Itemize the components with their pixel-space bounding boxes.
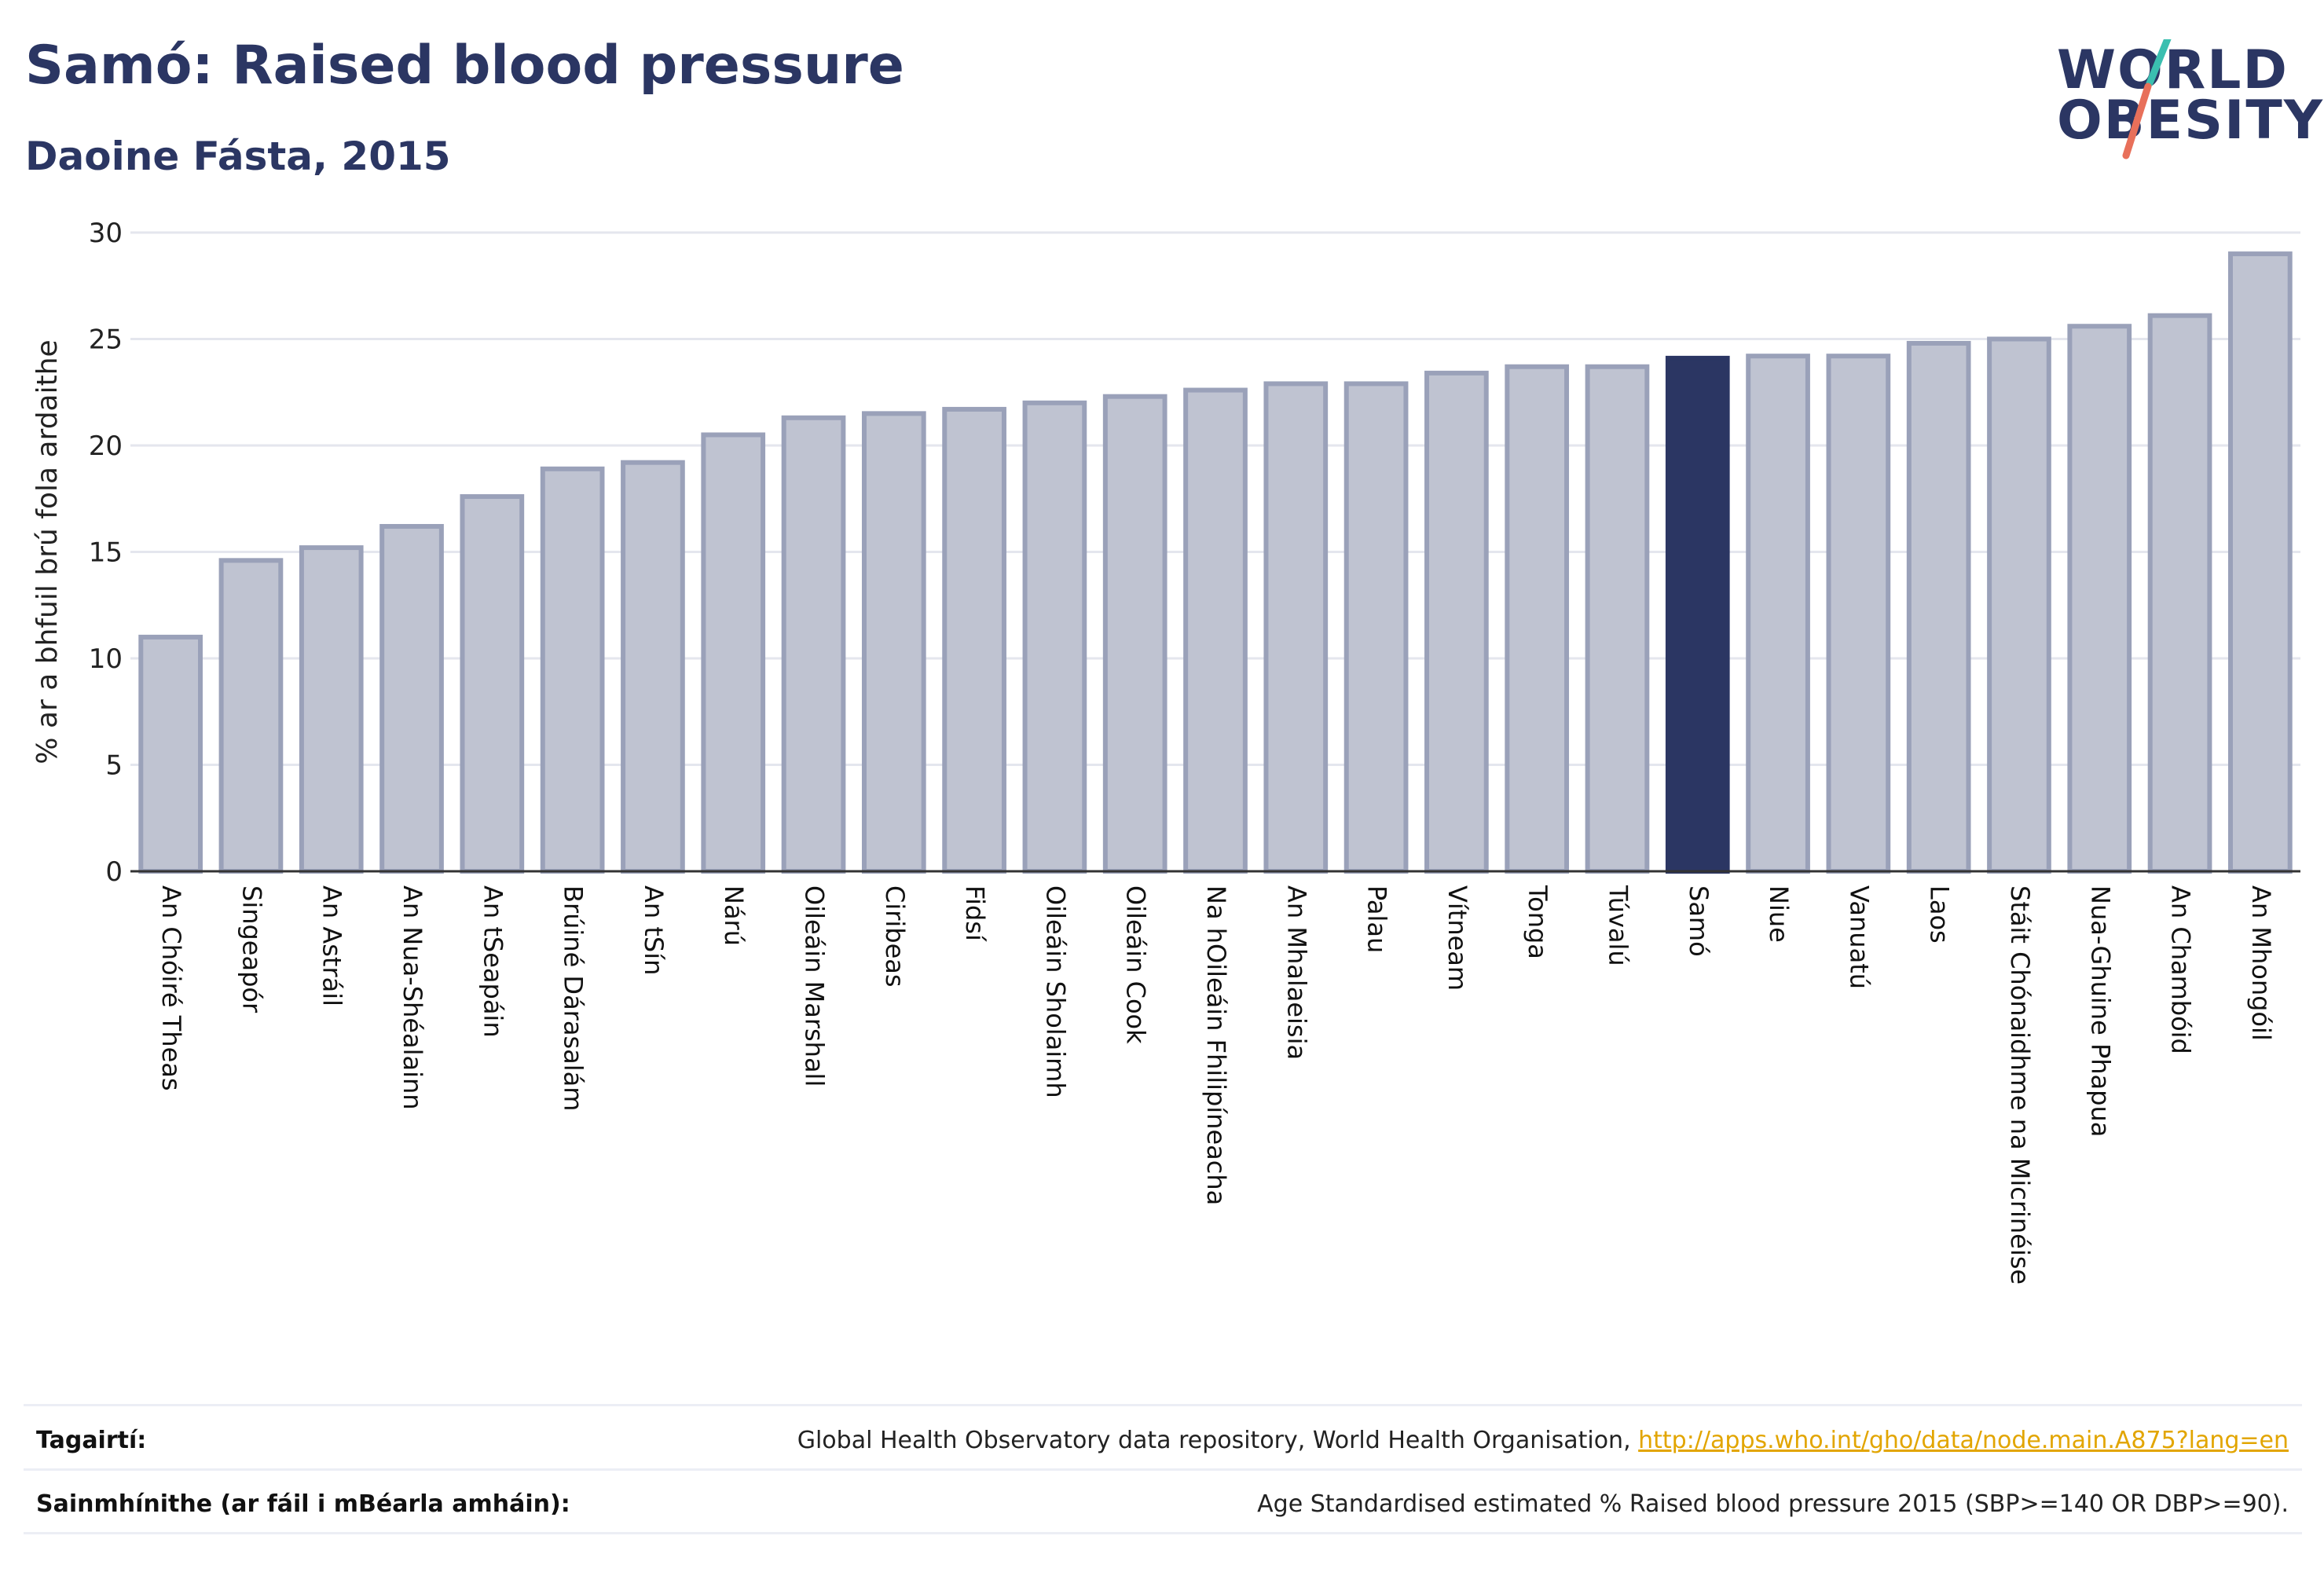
x-tick-label: Oileáin Sholaimh (1040, 885, 1070, 1098)
bar (2067, 324, 2132, 874)
logo-line-2: OBESITY (2057, 90, 2324, 152)
world-obesity-logo: WORLD OBESITY (2051, 39, 2322, 165)
x-tick-label: Tonga (1523, 885, 1552, 959)
bar (218, 558, 284, 874)
bar (942, 406, 1006, 874)
footer-divider (24, 1404, 2302, 1406)
bar (1505, 364, 1570, 874)
x-tick-label: Ciribeas (880, 885, 910, 988)
x-tick-label: An Mhalaeisia (1281, 885, 1311, 1060)
bar (1826, 354, 1891, 874)
chart-title: Samó: Raised blood pressure (25, 35, 904, 97)
bar (138, 634, 203, 874)
footer-divider (24, 1468, 2302, 1471)
footer-divider (24, 1532, 2302, 1534)
bar (1987, 336, 2051, 874)
x-tick-label: Laos (1925, 885, 1955, 944)
logo-slash-icon (2122, 39, 2172, 159)
bar (1906, 340, 1971, 874)
x-tick-label: Brúiné Dárasalám (559, 885, 588, 1111)
x-tick-label: Samó (1684, 885, 1714, 957)
x-tick-label: An Mhongóil (2246, 885, 2276, 1041)
y-tick-label: 0 (105, 856, 123, 888)
x-tick-label: Nua-Ghuine Phapua (2085, 885, 2115, 1137)
references-link[interactable]: http://apps.who.int/gho/data/node.main.A… (1638, 1427, 2289, 1454)
chart-subtitle: Daoine Fásta, 2015 (25, 134, 451, 179)
x-tick-label: Singeapór (236, 885, 266, 1013)
definitions-text: Age Standardised estimated % Raised bloo… (1257, 1490, 2289, 1518)
x-tick-label: Niue (1764, 885, 1794, 943)
bar (2228, 251, 2293, 874)
bar (460, 494, 525, 874)
bar (379, 523, 444, 874)
x-tick-label: Nárú (719, 885, 749, 946)
y-tick-label: 5 (105, 750, 123, 782)
references-text: Global Health Observatory data repositor… (797, 1427, 1639, 1454)
y-axis-title: % ar a bhfuil brú fola ardaithe (31, 339, 64, 764)
x-tick-label: Oileáin Marshall (800, 885, 830, 1087)
bar (621, 460, 685, 874)
y-tick-label: 15 (89, 537, 123, 569)
x-tick-label: An Astráil (317, 885, 347, 1006)
bar (540, 466, 605, 874)
x-tick-label: Oileáin Cook (1121, 885, 1151, 1044)
references-label: Tagairtí: (36, 1427, 147, 1454)
bar (861, 411, 926, 874)
y-tick-label: 20 (89, 431, 123, 462)
x-tick-label: An Chambóid (2166, 885, 2196, 1054)
bar (701, 432, 766, 874)
references-value: Global Health Observatory data repositor… (797, 1427, 2289, 1454)
x-tick-label: An Nua-Shéalainn (398, 885, 427, 1110)
bar (1746, 354, 1810, 874)
bar (1343, 381, 1409, 874)
definitions-label: Sainmhínithe (ar fáil i mBéarla amháin): (36, 1490, 570, 1518)
y-tick-label: 25 (89, 324, 123, 356)
bar (1102, 394, 1167, 874)
x-tick-label: An Chóiré Theas (156, 885, 186, 1091)
logo-line-1: WORLD (2057, 39, 2289, 101)
x-tick-label: An tSín (639, 885, 669, 975)
bar-chart: 0 5 10 15 20 25 30 % ar a bhfuil brú fola ardai… (31, 218, 2300, 1285)
y-tick-label: 30 (89, 218, 123, 249)
y-tick-label: 10 (89, 643, 123, 675)
x-tick-label: Palau (1362, 885, 1392, 953)
bar (1263, 381, 1329, 874)
x-tick-label: Túvalú (1603, 885, 1633, 966)
bar (781, 415, 846, 874)
x-tick-label: An tSeapáin (478, 885, 508, 1038)
bar (1424, 370, 1489, 874)
x-tick-label: Na hOileáin Fhilipíneacha (1201, 885, 1231, 1205)
bar (1665, 355, 1730, 874)
x-tick-label: Fidsí (960, 885, 990, 942)
x-tick-label: Vítneam (1442, 885, 1472, 991)
bar (2147, 313, 2212, 874)
x-tick-label: Stáit Chónaidhme na Micrinéise (2005, 885, 2035, 1285)
bar (299, 545, 364, 874)
bar (1022, 400, 1087, 874)
bar (1183, 387, 1248, 874)
bar (1585, 364, 1650, 874)
x-tick-label: Vanuatú (1844, 885, 1874, 989)
